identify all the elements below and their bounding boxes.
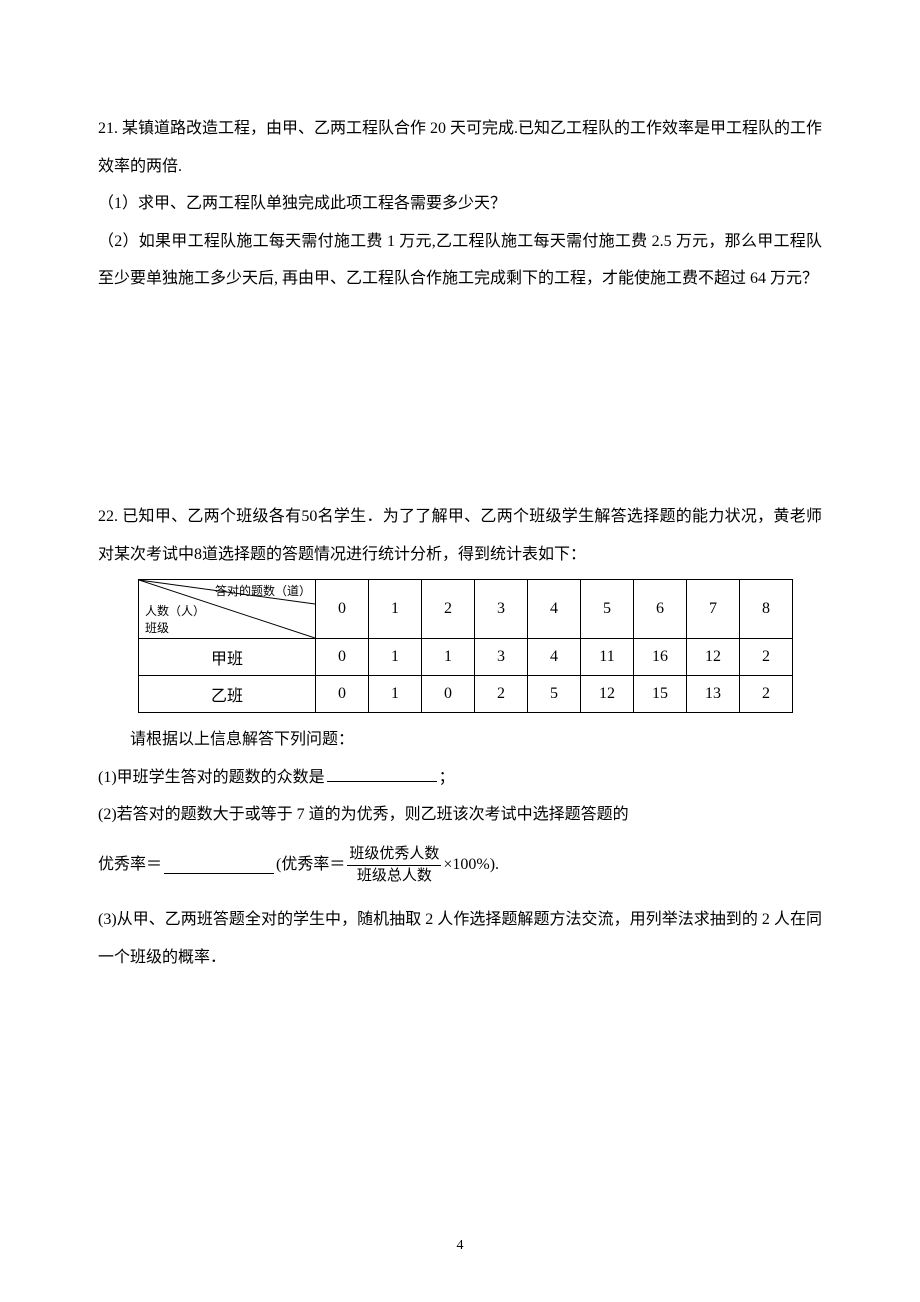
q22-part2: (2)若答对的题数大于或等于 7 道的为优秀，则乙班该次考试中选择题答题的: [98, 796, 822, 834]
cell: 2: [740, 639, 793, 676]
q22-part3: (3)从甲、乙两班答题全对的学生中，随机抽取 2 人作选择题解题方法交流，用列举…: [98, 901, 822, 976]
col-1: 1: [369, 580, 422, 639]
cell: 4: [528, 639, 581, 676]
row-label-b: 乙班: [139, 676, 316, 713]
cell: 2: [475, 676, 528, 713]
fraction: 班级优秀人数 班级总人数: [347, 844, 441, 887]
header-mid-label: 人数（人）: [145, 602, 205, 619]
fill-blank: [164, 857, 274, 874]
document-page: 21. 某镇道路改造工程，由甲、乙两工程队合作 20 天可完成.已知乙工程队的工…: [0, 0, 920, 1302]
col-4: 4: [528, 580, 581, 639]
page-number: 4: [0, 1238, 920, 1254]
cell: 1: [369, 676, 422, 713]
header-top-label: 答对的题数（道）: [215, 582, 311, 599]
cell: 12: [687, 639, 740, 676]
col-3: 3: [475, 580, 528, 639]
q22-part1: (1)甲班学生答对的题数的众数是 ；: [98, 759, 822, 797]
table-corner-cell: 答对的题数（道） 人数（人） 班级: [139, 580, 316, 639]
table-header-row: 答对的题数（道） 人数（人） 班级 0 1 2 3 4 5 6 7 8: [139, 580, 793, 639]
cell: 1: [422, 639, 475, 676]
q22-part2-line2: 优秀率＝ (优秀率＝ 班级优秀人数 班级总人数 ×100%).: [98, 844, 822, 887]
cell: 0: [422, 676, 475, 713]
header-bot-label: 班级: [145, 619, 169, 636]
col-6: 6: [634, 580, 687, 639]
fraction-denominator: 班级总人数: [355, 866, 434, 887]
fill-blank: [327, 765, 437, 782]
col-5: 5: [581, 580, 634, 639]
cell: 0: [316, 639, 369, 676]
cell: 13: [687, 676, 740, 713]
cell: 5: [528, 676, 581, 713]
col-0: 0: [316, 580, 369, 639]
cell: 12: [581, 676, 634, 713]
cell: 11: [581, 639, 634, 676]
question-22-intro: 22. 已知甲、乙两个班级各有50名学生．为了了解甲、乙两个班级学生解答选择题的…: [98, 498, 822, 573]
cell: 3: [475, 639, 528, 676]
rate-equals: 优秀率＝: [98, 854, 162, 876]
col-8: 8: [740, 580, 793, 639]
formula-close: ×100%).: [443, 854, 499, 876]
question-21: 21. 某镇道路改造工程，由甲、乙两工程队合作 20 天可完成.已知乙工程队的工…: [98, 110, 822, 298]
stats-table: 答对的题数（道） 人数（人） 班级 0 1 2 3 4 5 6 7 8 甲班 0…: [138, 579, 793, 713]
table-row: 甲班 0 1 1 3 4 11 16 12 2: [139, 639, 793, 676]
cell: 1: [369, 639, 422, 676]
formula-open: (优秀率＝: [276, 854, 345, 876]
col-7: 7: [687, 580, 740, 639]
q22-part1-post: ；: [439, 769, 455, 786]
q21-part2: （2）如果甲工程队施工每天需付施工费 1 万元,乙工程队施工每天需付施工费 2.…: [98, 223, 822, 298]
cell: 2: [740, 676, 793, 713]
cell: 0: [316, 676, 369, 713]
stats-table-wrap: 答对的题数（道） 人数（人） 班级 0 1 2 3 4 5 6 7 8 甲班 0…: [138, 579, 794, 713]
q21-stem: 21. 某镇道路改造工程，由甲、乙两工程队合作 20 天可完成.已知乙工程队的工…: [98, 110, 822, 185]
col-2: 2: [422, 580, 475, 639]
cell: 15: [634, 676, 687, 713]
q22-instruction: 请根据以上信息解答下列问题：: [98, 721, 822, 759]
fraction-numerator: 班级优秀人数: [347, 844, 441, 866]
q21-part1: （1）求甲、乙两工程队单独完成此项工程各需要多少天？: [98, 185, 822, 223]
table-row: 乙班 0 1 0 2 5 12 15 13 2: [139, 676, 793, 713]
q22-part1-pre: (1)甲班学生答对的题数的众数是: [98, 769, 325, 786]
row-label-a: 甲班: [139, 639, 316, 676]
cell: 16: [634, 639, 687, 676]
